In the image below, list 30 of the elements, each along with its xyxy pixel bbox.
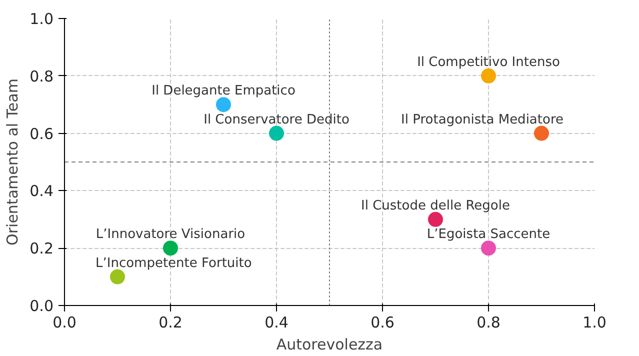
point	[481, 240, 496, 256]
y-axis-title: Orientamento al Team	[4, 78, 22, 246]
x-tick-label: 1.0	[582, 314, 606, 332]
x-tick-label: 0.0	[52, 314, 76, 332]
point	[534, 126, 549, 141]
point	[163, 240, 178, 256]
series-label: L’Innovatore Visionario	[96, 227, 246, 242]
series-label: Il Protagonista Mediatore	[401, 112, 564, 128]
x-tick-label: 0.6	[370, 314, 394, 332]
y-tick-label: 0.4	[30, 182, 54, 200]
x-axis-title: Autorevolezza	[276, 336, 383, 354]
series-label: L’Incompetente Fortuito	[96, 256, 252, 271]
point	[216, 97, 231, 112]
point	[481, 68, 496, 84]
y-tick-label: 0.0	[30, 297, 54, 315]
series-label: L’Egoista Saccente	[426, 227, 550, 242]
series-label: Il Conservatore Dedito	[204, 112, 350, 128]
series-label: Il Competitivo Intenso	[417, 54, 560, 70]
x-tick-label: 0.4	[264, 314, 288, 332]
point	[110, 269, 125, 284]
y-tick-label: 0.2	[30, 240, 54, 258]
y-tick-label: 0.8	[30, 67, 54, 86]
series-label: Il Custode delle Regole	[361, 198, 510, 214]
point	[428, 212, 443, 227]
series-label: Il Delegante Empatico	[152, 84, 296, 99]
x-tick-label: 0.8	[476, 314, 500, 332]
point	[269, 126, 284, 141]
y-tick-label: 1.0	[30, 10, 54, 28]
x-tick-label: 0.2	[158, 314, 182, 332]
y-tick-label: 0.6	[30, 124, 54, 143]
